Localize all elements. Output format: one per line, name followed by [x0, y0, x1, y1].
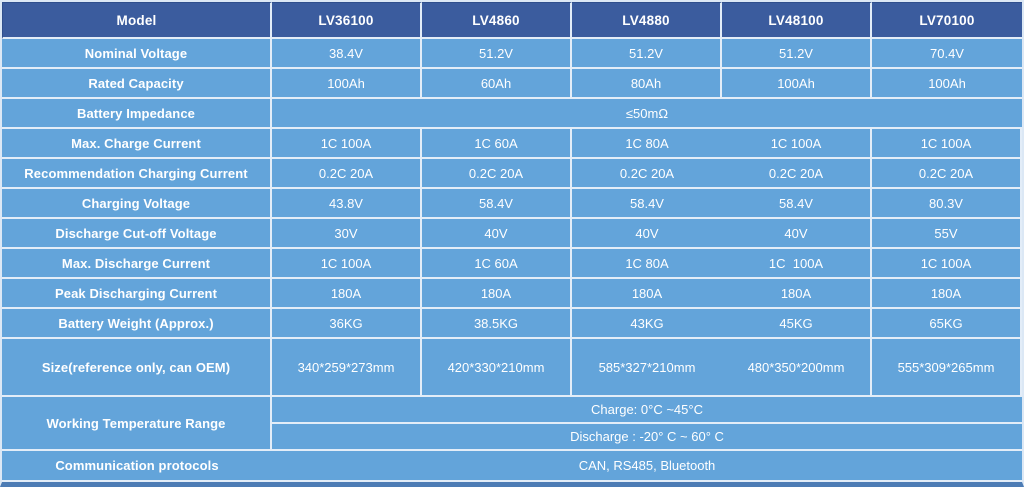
- value-cell: 40V: [422, 219, 572, 249]
- row-label-charging-voltage: Charging Voltage: [2, 189, 272, 219]
- value-cell: 340*259*273mm: [272, 339, 422, 397]
- value-cell: 38.4V: [272, 39, 422, 69]
- value-cell: 585*327*210mm: [572, 339, 722, 397]
- value-cell: 1C 60A: [422, 249, 572, 279]
- value-cell: 40V: [722, 219, 872, 249]
- col-header-lv48100: LV48100: [722, 2, 872, 39]
- value-cell: 40V: [572, 219, 722, 249]
- value-cell: 60Ah: [422, 69, 572, 99]
- value-cell: 1C 100A: [722, 249, 872, 279]
- value-cell: 180A: [722, 279, 872, 309]
- col-header-lv70100: LV70100: [872, 2, 1022, 39]
- value-cell: 480*350*200mm: [722, 339, 872, 397]
- row-label-battery-impedance: Battery Impedance: [2, 99, 272, 129]
- value-cell: 180A: [272, 279, 422, 309]
- value-cell: 51.2V: [572, 39, 722, 69]
- value-cell: 100Ah: [272, 69, 422, 99]
- battery-impedance-value: ≤50mΩ: [272, 99, 1022, 129]
- working-temp-charge-value: Charge: 0°C ~45°C: [272, 397, 1022, 424]
- row-label-peak-discharging-current: Peak Discharging Current: [2, 279, 272, 309]
- value-cell: 80Ah: [572, 69, 722, 99]
- working-temp-discharge-value: Discharge : -20° C ~ 60° C: [272, 424, 1022, 451]
- value-cell: 180A: [872, 279, 1022, 309]
- value-cell: 180A: [572, 279, 722, 309]
- value-cell: 555*309*265mm: [872, 339, 1022, 397]
- value-cell: 45KG: [722, 309, 872, 339]
- communication-protocols-value: CAN, RS485, Bluetooth: [272, 451, 1022, 482]
- value-cell: 38.5KG: [422, 309, 572, 339]
- col-header-lv36100: LV36100: [272, 2, 422, 39]
- value-cell: 420*330*210mm: [422, 339, 572, 397]
- value-cell: 58.4V: [722, 189, 872, 219]
- value-cell: 70.4V: [872, 39, 1022, 69]
- col-header-model: Model: [2, 2, 272, 39]
- value-cell: 1C 80A: [572, 129, 722, 159]
- value-cell: 0.2C 20A: [572, 159, 722, 189]
- value-cell: 80.3V: [872, 189, 1022, 219]
- row-label-rated-capacity: Rated Capacity: [2, 69, 272, 99]
- value-cell: 51.2V: [422, 39, 572, 69]
- value-cell: 1C 100A: [272, 249, 422, 279]
- row-label-communication-protocols: Communication protocols: [2, 451, 272, 482]
- row-label-battery-weight: Battery Weight (Approx.): [2, 309, 272, 339]
- value-cell: 1C 100A: [272, 129, 422, 159]
- value-cell: 0.2C 20A: [722, 159, 872, 189]
- value-cell: 30V: [272, 219, 422, 249]
- value-cell: 1C 80A: [572, 249, 722, 279]
- value-cell: 43.8V: [272, 189, 422, 219]
- value-cell: 1C 60A: [422, 129, 572, 159]
- row-label-discharge-cutoff-voltage: Discharge Cut-off Voltage: [2, 219, 272, 249]
- value-cell: 180A: [422, 279, 572, 309]
- row-label-size: Size(reference only, can OEM): [2, 339, 272, 397]
- value-cell: 51.2V: [722, 39, 872, 69]
- value-cell: 36KG: [272, 309, 422, 339]
- value-cell: 0.2C 20A: [872, 159, 1022, 189]
- row-label-max-discharge-current: Max. Discharge Current: [2, 249, 272, 279]
- col-header-lv4880: LV4880: [572, 2, 722, 39]
- value-cell: 0.2C 20A: [272, 159, 422, 189]
- row-label-max-charge-current: Max. Charge Current: [2, 129, 272, 159]
- value-cell: 100Ah: [872, 69, 1022, 99]
- value-cell: 65KG: [872, 309, 1022, 339]
- value-cell: 1C 100A: [872, 249, 1022, 279]
- col-header-lv4860: LV4860: [422, 2, 572, 39]
- row-label-nominal-voltage: Nominal Voltage: [2, 39, 272, 69]
- value-cell: 43KG: [572, 309, 722, 339]
- value-cell: 1C 100A: [722, 129, 872, 159]
- row-label-recommendation-charging-current: Recommendation Charging Current: [2, 159, 272, 189]
- value-cell: 1C 100A: [872, 129, 1022, 159]
- value-cell: 100Ah: [722, 69, 872, 99]
- row-label-working-temperature-range: Working Temperature Range: [2, 397, 272, 451]
- value-cell: 58.4V: [572, 189, 722, 219]
- value-cell: 0.2C 20A: [422, 159, 572, 189]
- value-cell: 55V: [872, 219, 1022, 249]
- value-cell: 58.4V: [422, 189, 572, 219]
